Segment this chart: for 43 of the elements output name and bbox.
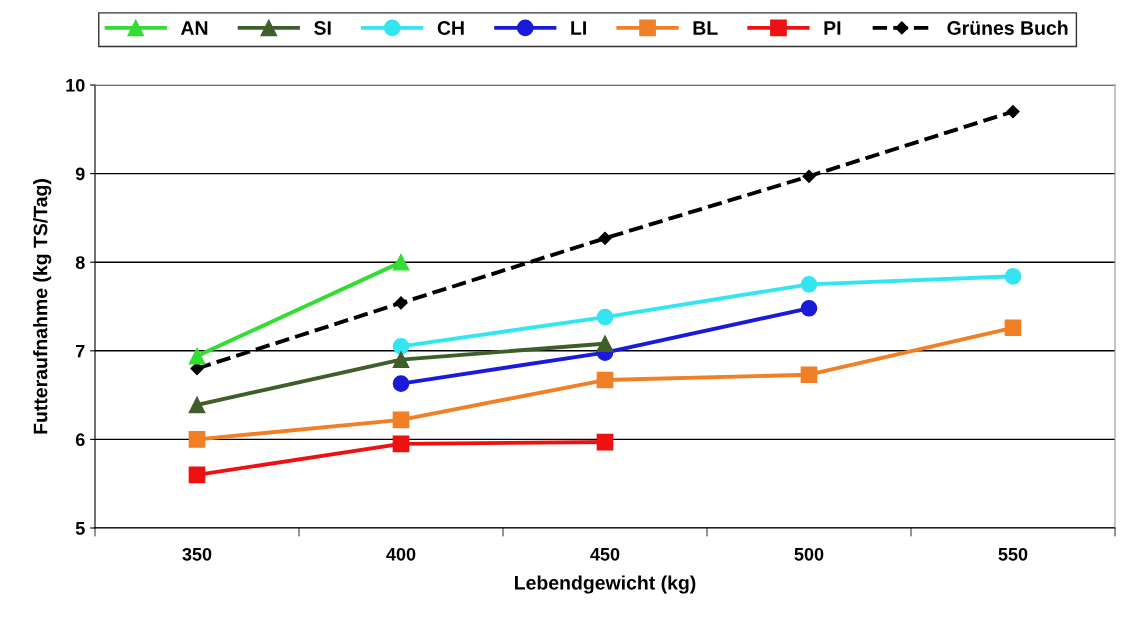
point xyxy=(188,466,206,484)
point xyxy=(188,431,206,448)
point xyxy=(1006,104,1020,119)
point xyxy=(392,375,410,392)
point xyxy=(392,351,410,368)
point xyxy=(392,253,410,271)
point xyxy=(188,396,206,414)
point xyxy=(800,366,818,384)
point xyxy=(1004,319,1022,337)
y-tick-label: 9 xyxy=(75,167,85,181)
y-tick-label: 10 xyxy=(66,78,85,92)
legend-label: SI xyxy=(314,21,331,35)
point xyxy=(596,371,614,389)
point xyxy=(1004,268,1022,285)
legend-label: BL xyxy=(693,21,718,35)
x-tick-label: 400 xyxy=(386,547,416,561)
x-tick-label: 450 xyxy=(590,547,620,561)
point xyxy=(800,276,818,293)
y-tick-label: 5 xyxy=(75,522,85,535)
legend-label: AN xyxy=(180,21,208,35)
point xyxy=(802,169,816,183)
point xyxy=(596,433,614,451)
point xyxy=(596,335,614,353)
point xyxy=(392,338,410,355)
point xyxy=(596,308,614,326)
legend-label: PI xyxy=(824,21,841,35)
legend-label: LI xyxy=(571,21,586,35)
point xyxy=(800,299,818,317)
x-axis-title: Lebendgewicht (kg) xyxy=(515,575,696,594)
y-tick-label: 6 xyxy=(75,433,85,447)
x-tick-label: 550 xyxy=(998,547,1028,561)
legend-label: Grünes Buch xyxy=(947,20,1068,35)
y-tick-label: 8 xyxy=(75,256,85,269)
point xyxy=(392,411,410,429)
x-tick-label: 500 xyxy=(794,547,824,561)
point xyxy=(598,231,612,245)
y-tick-label: 7 xyxy=(76,344,85,358)
point xyxy=(392,435,410,453)
point xyxy=(188,347,206,365)
legend-label: CH xyxy=(437,21,464,35)
y-axis-title: Futteraufnahme (kg TS/Tag) xyxy=(33,179,52,434)
x-tick-label: 350 xyxy=(182,547,212,561)
point xyxy=(394,296,408,310)
